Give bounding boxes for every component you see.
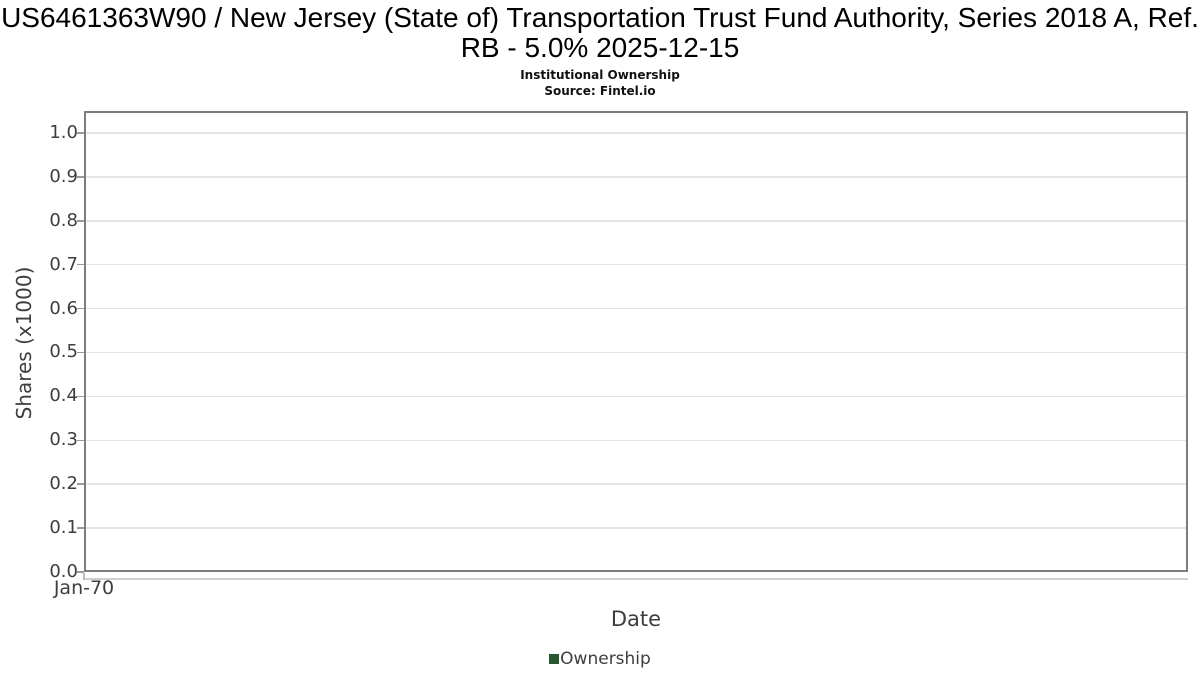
legend-item: Ownership [549, 649, 651, 669]
legend-marker-square [549, 654, 560, 664]
gridline [86, 263, 1186, 266]
y-tick-label: 0.5 [49, 341, 78, 363]
y-tick-mark [77, 307, 84, 310]
y-tick-label: 0.0 [49, 561, 78, 582]
y-tick-label: 0.1 [49, 517, 78, 539]
gridline [86, 220, 1186, 222]
legend: Ownership [0, 646, 1200, 672]
y-tick-label: 0.6 [49, 297, 78, 319]
gridline [86, 527, 1186, 529]
gridline [86, 439, 1186, 442]
y-tick-mark [77, 176, 84, 178]
y-tick-label: 1.0 [49, 121, 78, 143]
y-tick-label: 0.9 [49, 165, 78, 187]
gridline [86, 132, 1186, 134]
y-tick-label: 0.2 [49, 473, 78, 495]
y-tick-label: 0.4 [49, 385, 78, 407]
y-tick-mark [77, 483, 84, 485]
gridline [86, 307, 1186, 310]
y-tick-mark [77, 351, 84, 354]
chart-subtitle: Institutional Ownership [520, 68, 680, 82]
plot-area [84, 111, 1188, 572]
y-tick-label: 0.7 [49, 253, 78, 275]
y-tick-mark [77, 132, 84, 134]
y-tick-mark [77, 439, 84, 442]
chart-source: Source: Fintel.io [544, 84, 656, 98]
gridline [86, 351, 1186, 354]
gridline [86, 483, 1186, 485]
y-tick-label: 0.3 [49, 429, 78, 451]
y-tick-mark [77, 527, 84, 529]
y-tick-mark [77, 571, 84, 573]
y-tick-mark [77, 220, 84, 222]
gridline [86, 176, 1186, 178]
y-tick-label: 0.8 [49, 209, 78, 231]
chart-title: US6461363W90 / New Jersey (State of) Tra… [1, 2, 1199, 63]
x-axis-title: Date [610, 607, 662, 631]
legend-label: Ownership [560, 649, 651, 669]
y-tick-mark [77, 263, 84, 266]
x-tick-label: Jan-70 [53, 577, 115, 599]
x-tick-mark [83, 573, 85, 580]
x-axis-line [84, 578, 1188, 580]
y-tick-mark [77, 395, 84, 398]
gridline [86, 395, 1186, 398]
